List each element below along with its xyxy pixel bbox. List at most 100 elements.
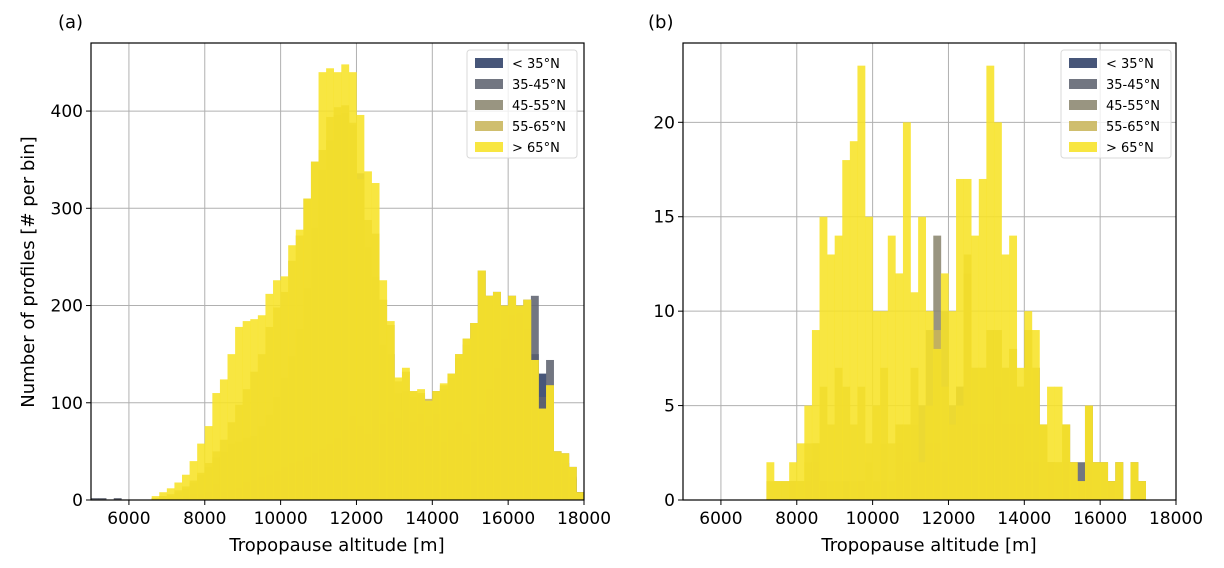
panel-a-xtick-label: 10000 xyxy=(254,509,308,529)
histogram-bar xyxy=(417,389,426,500)
panel-a-frame xyxy=(90,42,585,501)
panel-b-legend-swatch xyxy=(1069,79,1097,89)
histogram-bar xyxy=(1130,462,1139,500)
histogram-bar xyxy=(1077,481,1086,500)
panel-a-legend-label: 35-45°N xyxy=(512,78,566,93)
panel-b-ytick-label: 0 xyxy=(664,491,675,511)
panel-b-frame xyxy=(682,42,1177,501)
panel-b: (b) 6000 8000 10000 12000 14000 16000 18000 0 5… xyxy=(648,12,1203,556)
histogram-bar xyxy=(774,481,782,500)
histogram-bar xyxy=(182,474,190,500)
panel-b-xtick-label: 8000 xyxy=(775,509,818,529)
histogram-bar xyxy=(174,482,183,500)
histogram-bar xyxy=(963,178,972,500)
panel-a-ytick-label: 400 xyxy=(51,102,83,122)
histogram-bar xyxy=(781,481,790,500)
histogram-bar xyxy=(895,273,904,500)
histogram-bar xyxy=(789,462,798,500)
histogram-bar xyxy=(288,245,297,500)
histogram-bar xyxy=(1069,462,1078,500)
histogram-bar xyxy=(159,492,168,500)
histogram-bar xyxy=(250,319,259,500)
histogram-bar xyxy=(766,462,775,500)
histogram-bar xyxy=(219,379,228,500)
panel-a-xtick-label: 18000 xyxy=(557,509,611,529)
histogram-bar xyxy=(401,367,410,500)
histogram-bar xyxy=(394,377,403,500)
histogram-bar xyxy=(227,354,236,500)
panel-a-legend-label: 55-65°N xyxy=(512,120,566,135)
histogram-bar xyxy=(424,400,433,500)
histogram-bar xyxy=(333,72,342,501)
histogram-bar xyxy=(1092,462,1101,500)
panel-b-ytick-label: 15 xyxy=(653,208,675,228)
histogram-bar xyxy=(273,280,281,500)
histogram-bar xyxy=(872,311,881,500)
histogram-bar xyxy=(857,65,866,500)
panel-b-legend-swatch xyxy=(1069,121,1097,131)
histogram-bar xyxy=(993,122,1002,500)
histogram-bar xyxy=(455,354,463,500)
histogram-bar xyxy=(925,311,934,500)
histogram-bar xyxy=(1024,311,1033,500)
panel-a-legend-swatch xyxy=(475,142,503,152)
histogram-bar xyxy=(538,408,547,500)
panel-b-legend-label: 35-45°N xyxy=(1106,78,1160,93)
panel-b-legend-swatch xyxy=(1069,100,1097,110)
histogram-bar xyxy=(568,466,577,500)
histogram-bar xyxy=(546,385,554,500)
histogram-bar xyxy=(409,391,418,500)
histogram-bar xyxy=(326,68,334,500)
panel-a-series-5 xyxy=(151,64,585,501)
histogram-bar xyxy=(827,254,835,500)
panel-a-ytick-label: 0 xyxy=(72,491,83,511)
histogram-bar xyxy=(1039,424,1048,500)
histogram-bar xyxy=(796,443,805,500)
histogram-bar xyxy=(242,321,251,500)
histogram-bar xyxy=(1031,330,1040,500)
histogram-bar xyxy=(910,292,919,500)
panel-b-xtick-label: 10000 xyxy=(846,509,900,529)
histogram-bar xyxy=(918,216,926,501)
histogram-bar xyxy=(257,315,266,500)
panel-a-legend-label: 45-55°N xyxy=(512,99,566,114)
histogram-bar xyxy=(113,498,122,500)
panel-a-legend-swatch xyxy=(475,121,503,131)
histogram-bar xyxy=(280,276,289,500)
panel-b-legend-swatch xyxy=(1069,142,1097,152)
histogram-bar xyxy=(485,295,494,500)
histogram-bar xyxy=(318,72,327,501)
panel-b-xtick-label: 6000 xyxy=(699,509,742,529)
panel-a-label: (a) xyxy=(58,12,83,33)
histogram-bar xyxy=(880,311,889,500)
histogram-bar xyxy=(1009,235,1018,500)
panel-b-legend-label: 55-65°N xyxy=(1106,120,1160,135)
histogram-bar xyxy=(439,383,448,500)
panel-a-ytick-label: 200 xyxy=(51,297,83,317)
histogram-bar xyxy=(379,280,388,500)
histogram-bar xyxy=(371,183,380,500)
panel-b-xtick-label: 16000 xyxy=(1073,509,1127,529)
histogram-bar xyxy=(887,235,896,500)
panel-b-xticks: 6000 8000 10000 12000 14000 16000 18000 xyxy=(699,500,1203,529)
panel-b-ytick-label: 20 xyxy=(653,113,675,133)
histogram-bar xyxy=(948,311,957,500)
panel-a-legend-label: < 35°N xyxy=(512,57,560,72)
histogram-bar xyxy=(576,492,585,500)
panel-b-legend: < 35°N 35-45°N 45-55°N 55-65°N > 65°N xyxy=(1060,49,1172,159)
histogram-bar xyxy=(310,161,319,500)
panel-b-legend-swatch xyxy=(1069,58,1097,68)
histogram-bar xyxy=(1077,462,1086,500)
histogram-bar xyxy=(804,405,813,500)
panel-a-legend-swatch xyxy=(475,79,503,89)
histogram-bar xyxy=(197,443,206,500)
panel-b-legend-label: 45-55°N xyxy=(1106,99,1160,114)
histogram-bar xyxy=(1001,254,1010,500)
panel-a-legend-swatch xyxy=(475,58,503,68)
histogram-bar xyxy=(971,235,980,500)
histogram-bar xyxy=(1016,367,1025,500)
histogram-bar xyxy=(902,122,911,500)
histogram-bar xyxy=(151,496,160,500)
panel-b-ytick-label: 10 xyxy=(653,302,675,322)
histogram-bar xyxy=(834,235,843,500)
